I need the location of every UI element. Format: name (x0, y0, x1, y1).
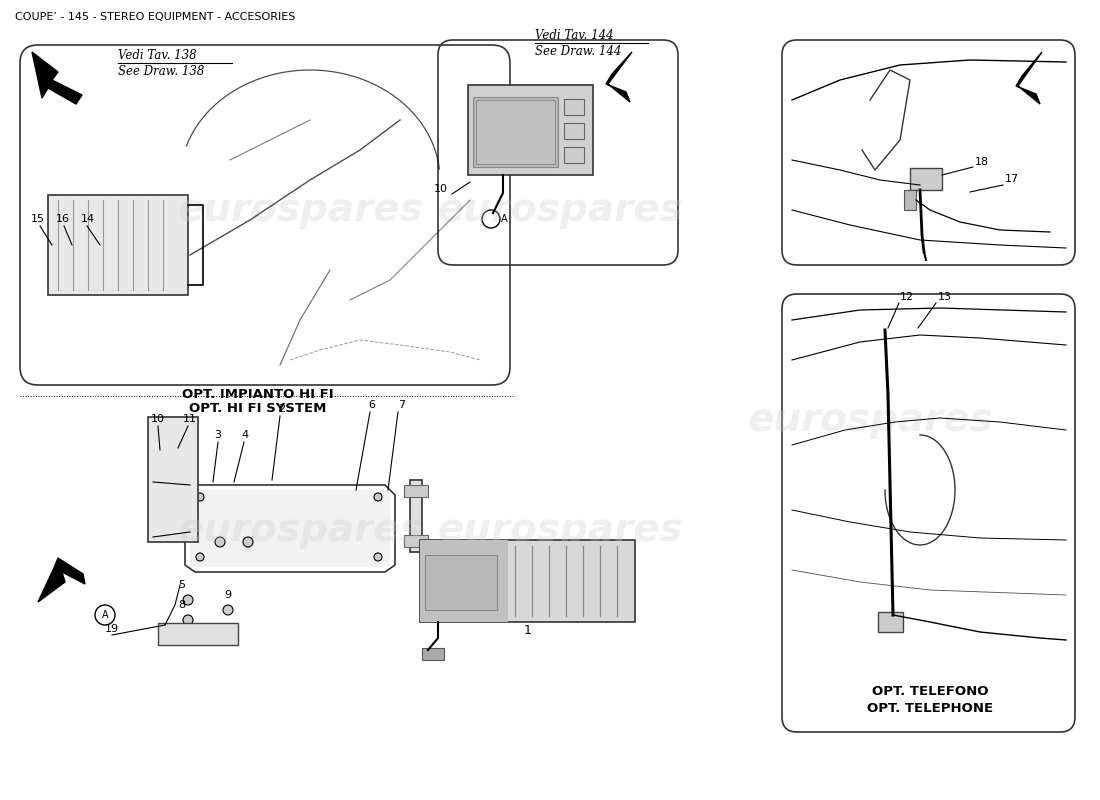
Circle shape (243, 537, 253, 547)
Bar (422, 648, 444, 660)
Bar (48, 195, 188, 295)
Polygon shape (1016, 52, 1042, 104)
Circle shape (214, 537, 225, 547)
Bar (404, 485, 428, 497)
Text: 9: 9 (224, 590, 232, 600)
Bar (564, 123, 584, 139)
Text: 1: 1 (524, 624, 532, 637)
Text: 15: 15 (31, 214, 45, 224)
Text: See Draw. 144: See Draw. 144 (535, 45, 622, 58)
Text: eurospares: eurospares (177, 511, 422, 549)
Bar (476, 100, 556, 164)
Bar (420, 540, 635, 622)
Text: 2: 2 (278, 404, 286, 414)
Bar (410, 480, 422, 552)
Text: 6: 6 (368, 400, 375, 410)
Text: OPT. IMPIANTO HI FI: OPT. IMPIANTO HI FI (183, 388, 333, 401)
Polygon shape (606, 52, 632, 102)
Text: 4: 4 (241, 430, 249, 440)
Circle shape (196, 493, 204, 501)
Bar (564, 147, 584, 163)
Text: See Draw. 138: See Draw. 138 (118, 65, 205, 78)
Bar (910, 168, 942, 190)
Polygon shape (32, 52, 82, 104)
Text: Vedi Tav. 144: Vedi Tav. 144 (535, 29, 614, 42)
Text: OPT. TELEFONO: OPT. TELEFONO (871, 685, 988, 698)
Text: eurospares: eurospares (747, 401, 993, 439)
Text: OPT. TELEPHONE: OPT. TELEPHONE (867, 702, 993, 715)
Text: A: A (101, 610, 108, 620)
Bar (404, 535, 428, 547)
Text: 12: 12 (900, 292, 914, 302)
Bar (878, 612, 903, 632)
Text: 11: 11 (183, 414, 197, 424)
Text: 13: 13 (938, 292, 952, 302)
Circle shape (374, 493, 382, 501)
Bar (473, 97, 558, 167)
Text: eurospares: eurospares (177, 191, 422, 229)
Text: 16: 16 (56, 214, 70, 224)
Bar (904, 190, 916, 210)
Text: 17: 17 (1005, 174, 1019, 184)
Text: eurospares: eurospares (437, 191, 683, 229)
Circle shape (374, 553, 382, 561)
Text: 10: 10 (434, 184, 448, 194)
Bar (564, 99, 584, 115)
Text: 7: 7 (398, 400, 406, 410)
Circle shape (196, 553, 204, 561)
Bar (190, 490, 390, 567)
Text: A: A (500, 214, 507, 224)
Text: 3: 3 (214, 430, 221, 440)
Text: 14: 14 (81, 214, 95, 224)
Text: 19: 19 (104, 624, 119, 634)
Bar (148, 417, 198, 542)
Circle shape (223, 605, 233, 615)
Polygon shape (39, 558, 85, 602)
Circle shape (183, 595, 192, 605)
Text: 5: 5 (178, 580, 186, 590)
Bar (158, 623, 238, 645)
Circle shape (482, 210, 500, 228)
Text: 18: 18 (975, 157, 989, 167)
Text: Vedi Tav. 138: Vedi Tav. 138 (118, 49, 197, 62)
Text: 8: 8 (178, 600, 186, 610)
Bar (468, 85, 593, 175)
Text: COUPE’ - 145 - STEREO EQUIPMENT - ACCESORIES: COUPE’ - 145 - STEREO EQUIPMENT - ACCESO… (15, 12, 296, 22)
Bar (425, 555, 497, 610)
Bar (420, 540, 508, 622)
Text: OPT. HI FI SYSTEM: OPT. HI FI SYSTEM (189, 402, 327, 415)
Circle shape (95, 605, 116, 625)
Circle shape (183, 615, 192, 625)
Text: eurospares: eurospares (437, 511, 683, 549)
Text: 10: 10 (151, 414, 165, 424)
